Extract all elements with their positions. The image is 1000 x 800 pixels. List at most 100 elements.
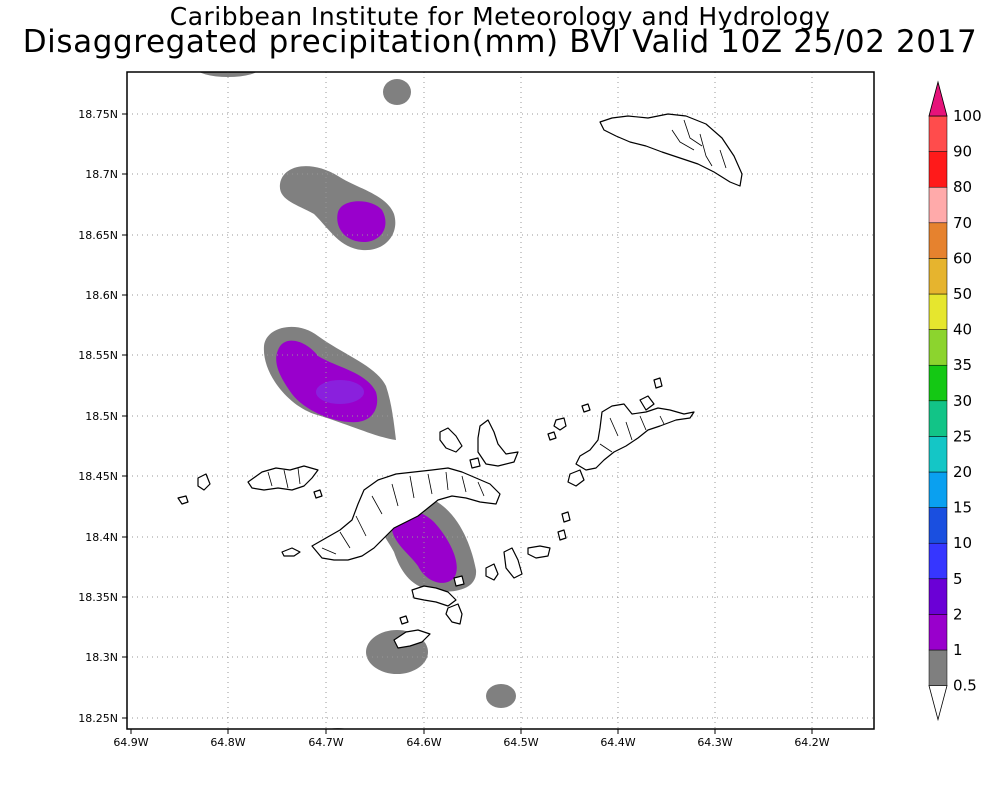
island-fallen-jerusalem [527, 545, 551, 559]
islet-frenchman [281, 547, 301, 557]
colorbar-swatch [928, 436, 948, 473]
colorbar-swatch [928, 578, 948, 615]
colorbar-level-label: 25 [953, 427, 972, 445]
x-tick-label: 64.2W [794, 736, 829, 749]
precip-cell-north-core [337, 201, 386, 243]
islet-round-rock [557, 529, 567, 541]
x-tick-label: 64.3W [697, 736, 732, 749]
island-jost-detail [267, 467, 301, 489]
colorbar-level-label: 60 [953, 249, 972, 267]
precip-cell-west-max [316, 380, 364, 404]
colorbar-swatches [928, 80, 948, 722]
islet-dead-chest [453, 575, 465, 587]
colorbar-level-label: 20 [953, 463, 972, 481]
chart-title-institute: Caribbean Institute for Meteorology and … [169, 2, 831, 31]
islet-gorda-west [581, 403, 591, 413]
islet-guana-2 [547, 431, 557, 441]
colorbar-level-label: 70 [953, 214, 972, 232]
island-jost-van-dyke [247, 465, 319, 491]
island-peter [411, 585, 457, 607]
y-tick-label: 18.35N [78, 591, 118, 604]
colorbar-level-label: 80 [953, 178, 972, 196]
colorbar-swatch [928, 258, 948, 295]
island-tortola [311, 467, 501, 561]
colorbar-swatch [928, 115, 948, 152]
island-salt [445, 603, 463, 625]
island-great-camanoe [439, 427, 463, 453]
x-axis-labels: 64.9W 64.8W 64.7W 64.6W 64.5W 64.4W 64.3… [113, 736, 829, 749]
colorbar-level-label: 90 [953, 143, 972, 161]
islet-sandy [313, 489, 323, 499]
x-tick-label: 64.8W [210, 736, 245, 749]
islet-broken-jerusalem [561, 511, 571, 523]
islet-little-jost [197, 473, 211, 491]
precip-cell-top-edge [199, 72, 257, 77]
colorbar-level-label: 5 [953, 570, 963, 588]
islet-beef [469, 457, 481, 469]
y-tick-label: 18.4N [85, 531, 118, 544]
plot-border [126, 71, 875, 730]
colorbar-swatch [928, 400, 948, 437]
colorbar-swatch [928, 471, 948, 508]
colorbar-level-label: 100 [953, 107, 982, 125]
colorbar-level-label: 30 [953, 392, 972, 410]
colorbar-level-label: 50 [953, 285, 972, 303]
precip-cell-tortola-core [391, 510, 457, 583]
x-tick-label: 64.5W [503, 736, 538, 749]
y-tick-label: 18.3N [85, 651, 118, 664]
islet-west [177, 495, 189, 505]
y-tick-label: 18.55N [78, 349, 118, 362]
colorbar-swatch-above-max [928, 80, 948, 117]
colorbar-level-label: 0.5 [953, 677, 977, 695]
colorbar-swatch [928, 222, 948, 259]
precip-cell-southeast [486, 684, 516, 708]
island-scrub [477, 419, 519, 467]
island-virgin-gorda [575, 403, 695, 471]
precip-cell-north-top [383, 79, 411, 105]
x-tick-label: 64.6W [406, 736, 441, 749]
y-tick-label: 18.25N [78, 712, 118, 725]
islet-guana [553, 417, 567, 431]
colorbar-swatch [928, 364, 948, 402]
colorbar-swatch-below-min [928, 685, 948, 722]
y-tick-label: 18.45N [78, 470, 118, 483]
islet-necker [639, 395, 655, 411]
x-tick-label: 64.4W [600, 736, 635, 749]
y-tick-label: 18.6N [85, 289, 118, 302]
plot-area [127, 72, 874, 729]
colorbar-swatch [928, 542, 948, 580]
colorbar-level-label: 1 [953, 641, 963, 659]
island-virgin-gorda-detail [599, 415, 665, 453]
colorbar-level-label: 2 [953, 605, 963, 623]
colorbar-swatch [928, 151, 948, 188]
island-ginger [503, 547, 523, 579]
x-tick-label: 64.9W [113, 736, 148, 749]
colorbar-level-label: 10 [953, 534, 972, 552]
y-tick-label: 18.65N [78, 229, 118, 242]
colorbar-swatch [928, 614, 948, 651]
y-axis-labels: 18.75N 18.7N 18.65N 18.6N 18.55N 18.5N 1… [78, 108, 118, 725]
colorbar-level-label: 35 [953, 356, 972, 374]
island-norman [393, 629, 431, 649]
colorbar-swatch [928, 293, 948, 330]
colorbar-level-label: 15 [953, 499, 972, 517]
y-tick-label: 18.75N [78, 108, 118, 121]
island-anegada-detail [671, 119, 727, 169]
y-tick-label: 18.7N [85, 168, 118, 181]
island-gorda-south [567, 469, 585, 487]
islet-pelican [399, 615, 409, 625]
chart-title-product: Disaggregated precipitation(mm) BVI Vali… [22, 24, 978, 60]
island-cooper [485, 563, 499, 581]
island-anegada [599, 113, 743, 187]
colorbar-level-label: 40 [953, 321, 972, 339]
x-tick-label: 64.7W [308, 736, 343, 749]
colorbar-swatch [928, 329, 948, 366]
coastline-layer [177, 113, 743, 649]
island-tortola-detail [321, 471, 485, 555]
axis-ticks [122, 113, 813, 734]
islet-gorda-north [653, 377, 663, 389]
colorbar-swatch [928, 507, 948, 544]
